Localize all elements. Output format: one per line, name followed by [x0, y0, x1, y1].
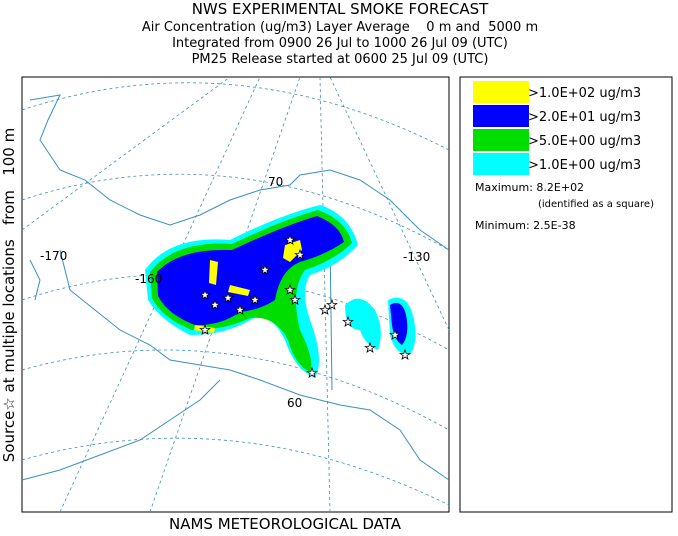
map-label: -170 — [40, 249, 67, 263]
legend: >1.0E+02 ug/m3 >2.0E+01 ug/m3 >5.0E+00 ug/… — [473, 81, 641, 175]
minimum: Minimum: 2.5E-38 — [475, 219, 576, 232]
subtitle: Integrated from 0900 26 Jul to 1000 26 J… — [172, 36, 508, 51]
plume-yellow — [194, 240, 302, 333]
legend-label: >5.0E+00 ug/m3 — [528, 134, 641, 149]
map-label: -130 — [403, 250, 430, 264]
map-label: 60 — [287, 396, 302, 410]
legend-label: >1.0E+00 ug/m3 — [528, 158, 641, 173]
subtitle: PM25 Release started at 0600 25 Jul 09 (… — [192, 52, 489, 67]
map-label: -160 — [135, 272, 162, 286]
maximum-note: (identified as a square) — [538, 199, 654, 210]
footer: NAMS METEOROLOGICAL DATA — [169, 515, 402, 532]
legend-label: >1.0E+02 ug/m3 — [528, 86, 641, 101]
side-label: Source☆ at multiple locations from 100 m — [0, 128, 18, 462]
subtitle: Air Concentration (ug/m3) Layer Average … — [142, 20, 538, 35]
maximum: Maximum: 8.2E+02 — [475, 181, 584, 194]
map: -170 -160 70 -130 60 — [21, 76, 450, 513]
legend-label: >2.0E+01 ug/m3 — [528, 110, 641, 125]
plume-cyan — [345, 298, 381, 350]
title: NWS EXPERIMENTAL SMOKE FORECAST — [192, 0, 489, 18]
legend-swatch — [473, 81, 529, 103]
legend-swatch — [473, 105, 529, 127]
legend-swatch — [473, 153, 529, 175]
legend-swatch — [473, 129, 529, 151]
map-label: 70 — [268, 175, 283, 189]
